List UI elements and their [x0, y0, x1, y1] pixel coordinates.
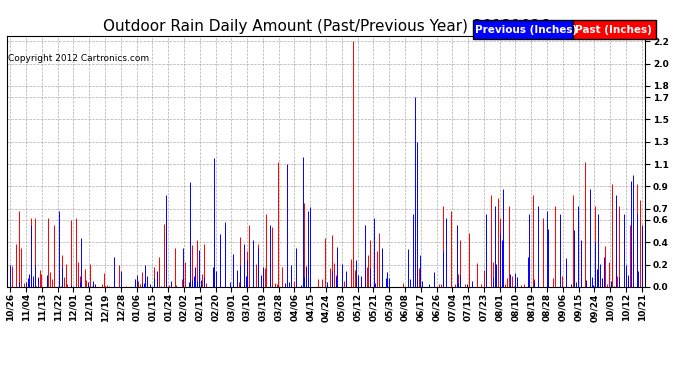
Text: Copyright 2012 Cartronics.com: Copyright 2012 Cartronics.com [8, 54, 150, 63]
Text: Past (Inches): Past (Inches) [575, 25, 652, 34]
Title: Outdoor Rain Daily Amount (Past/Previous Year) 20121026: Outdoor Rain Daily Amount (Past/Previous… [103, 20, 549, 34]
Text: Previous (Inches): Previous (Inches) [475, 25, 578, 34]
